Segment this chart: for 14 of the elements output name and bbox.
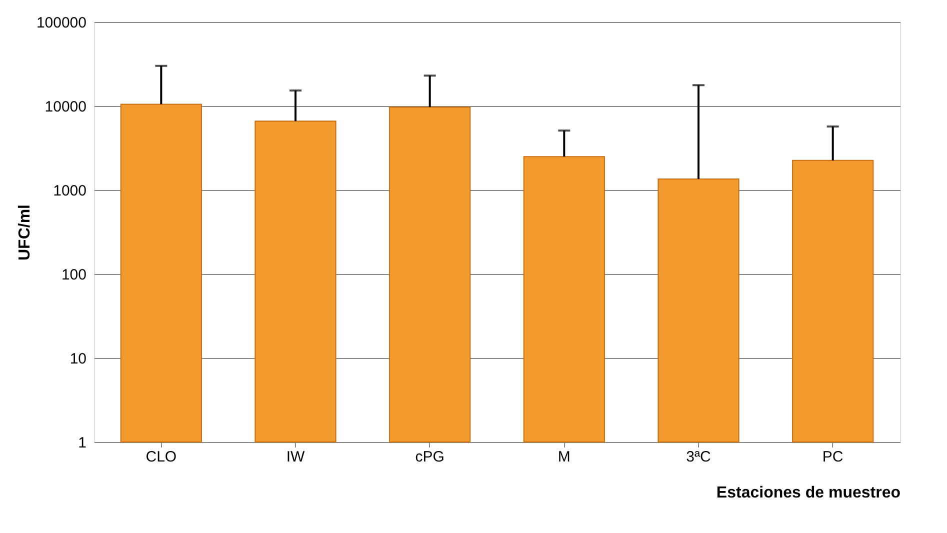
y-tick-label: 1 (78, 434, 86, 452)
y-tick-label: 10 (70, 350, 86, 368)
y-axis-title: UFC/ml (16, 204, 34, 260)
x-tick-label: CLO (146, 448, 177, 466)
y-tick-label: 100 (61, 266, 86, 284)
x-tick-label: M (558, 448, 570, 466)
x-tick-label: PC (822, 448, 844, 466)
y-tick-label: 100000 (36, 14, 86, 32)
y-tick-label: 10000 (44, 98, 86, 116)
x-tick-label: 3ªC (686, 448, 712, 466)
x-tick-label: IW (286, 448, 306, 466)
x-tick-label: cPG (415, 448, 444, 466)
x-axis-title: Estaciones de muestreo (716, 484, 901, 502)
y-tick-label: 1000 (53, 182, 86, 200)
